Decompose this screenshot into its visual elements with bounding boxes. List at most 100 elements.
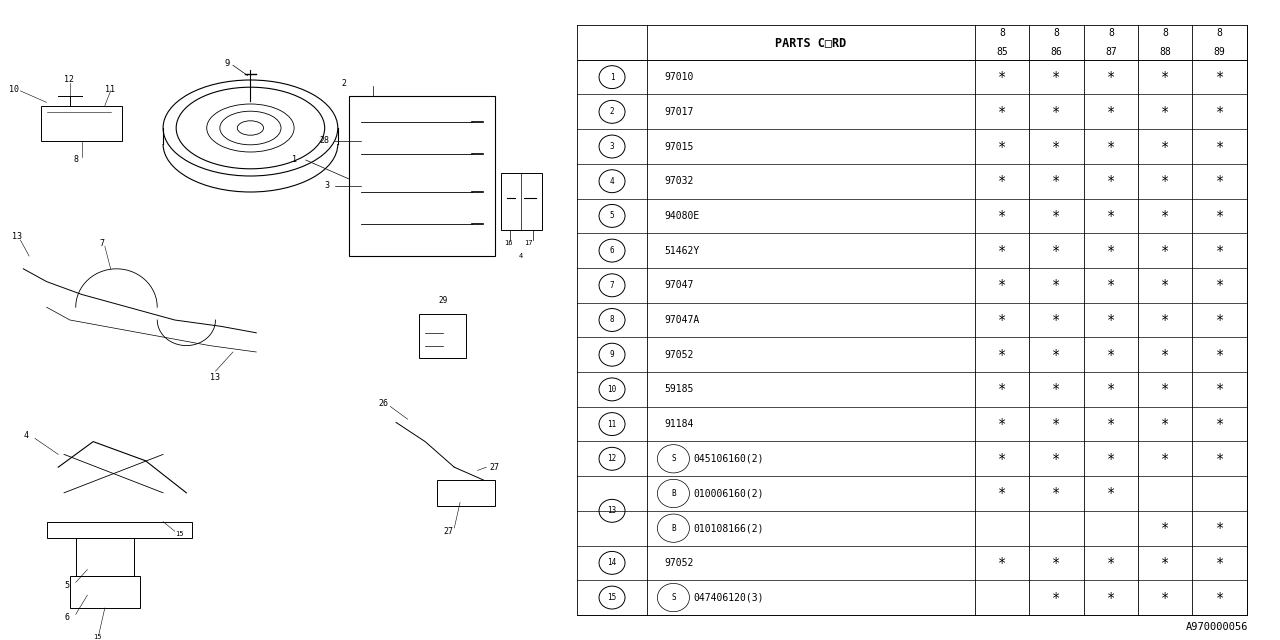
Text: *: * [998,278,1006,292]
Text: 9: 9 [609,350,614,359]
Text: 17: 17 [525,240,532,246]
Text: *: * [998,452,1006,466]
Text: *: * [1161,521,1170,535]
Text: *: * [1052,278,1061,292]
Text: *: * [1161,278,1170,292]
Text: 10: 10 [608,385,617,394]
Text: 97047A: 97047A [664,315,700,325]
Text: A970000056: A970000056 [1185,622,1248,632]
Text: 1: 1 [292,156,297,164]
Text: *: * [1107,452,1115,466]
Text: 97017: 97017 [664,107,694,117]
Text: 047406120(3): 047406120(3) [692,593,763,603]
Text: *: * [1216,278,1224,292]
Text: *: * [998,209,1006,223]
Text: *: * [1052,313,1061,327]
Text: 8: 8 [1108,28,1114,38]
Text: 29: 29 [438,296,447,305]
Text: 1: 1 [609,72,614,82]
Text: 85: 85 [996,47,1007,57]
Text: B: B [671,489,676,498]
Text: *: * [1107,417,1115,431]
Text: *: * [1052,556,1061,570]
Text: *: * [998,382,1006,396]
Text: 8: 8 [1217,28,1222,38]
Text: 2: 2 [609,108,614,116]
Text: *: * [1052,348,1061,362]
Text: *: * [1052,417,1061,431]
Text: 13: 13 [210,373,220,382]
Text: *: * [998,244,1006,258]
Bar [500,173,541,230]
Text: 12: 12 [608,454,617,463]
Text: 8: 8 [609,316,614,324]
Text: 51462Y: 51462Y [664,246,700,255]
Text: 045106160(2): 045106160(2) [692,454,763,464]
Text: 13: 13 [608,506,617,515]
Bar [70,576,140,608]
Text: 010006160(2): 010006160(2) [692,488,763,499]
Text: *: * [1052,209,1061,223]
Text: 27: 27 [443,527,453,536]
Text: *: * [1107,174,1115,188]
Bar [436,480,495,506]
Text: *: * [1216,105,1224,119]
Text: 11: 11 [608,420,617,429]
Text: *: * [1107,382,1115,396]
Text: 11: 11 [105,85,115,94]
Text: *: * [1161,348,1170,362]
Text: *: * [1107,209,1115,223]
Text: 94080E: 94080E [664,211,700,221]
Text: 91184: 91184 [664,419,694,429]
Text: 7: 7 [99,239,104,248]
Text: *: * [1216,591,1224,605]
Text: *: * [1107,556,1115,570]
Text: 8: 8 [1053,28,1060,38]
Text: S: S [671,593,676,602]
Bar [420,314,466,358]
Bar [76,538,134,576]
Text: *: * [998,417,1006,431]
Text: 7: 7 [609,281,614,290]
Bar [41,106,123,141]
Text: *: * [998,556,1006,570]
Text: *: * [1161,105,1170,119]
Text: *: * [1216,556,1224,570]
Text: 16: 16 [504,240,512,246]
Text: *: * [1216,70,1224,84]
Text: *: * [1216,417,1224,431]
Text: 6: 6 [64,613,69,622]
Text: 97015: 97015 [664,141,694,152]
Text: *: * [1161,313,1170,327]
Text: 14: 14 [608,558,617,568]
Text: *: * [998,70,1006,84]
Text: *: * [1107,244,1115,258]
Text: 59185: 59185 [664,385,694,394]
Text: 97047: 97047 [664,280,694,291]
Text: 97010: 97010 [664,72,694,82]
Text: *: * [1161,70,1170,84]
Text: *: * [1052,174,1061,188]
Text: 13: 13 [12,232,22,241]
Text: 2: 2 [340,79,346,88]
Text: 8: 8 [1000,28,1005,38]
Text: *: * [1161,591,1170,605]
Text: 4: 4 [23,431,28,440]
Text: 8: 8 [1162,28,1169,38]
Text: *: * [1052,140,1061,154]
Text: 6: 6 [609,246,614,255]
Text: 15: 15 [93,634,101,640]
Text: *: * [1161,140,1170,154]
Text: *: * [1052,382,1061,396]
Text: *: * [1107,313,1115,327]
Text: 4: 4 [520,253,524,259]
Text: *: * [1161,417,1170,431]
Text: 3: 3 [609,142,614,151]
Text: *: * [998,105,1006,119]
Text: *: * [1216,313,1224,327]
Text: *: * [1161,556,1170,570]
Text: *: * [1216,209,1224,223]
Text: 87: 87 [1105,47,1116,57]
Text: *: * [1216,521,1224,535]
Text: *: * [1161,382,1170,396]
